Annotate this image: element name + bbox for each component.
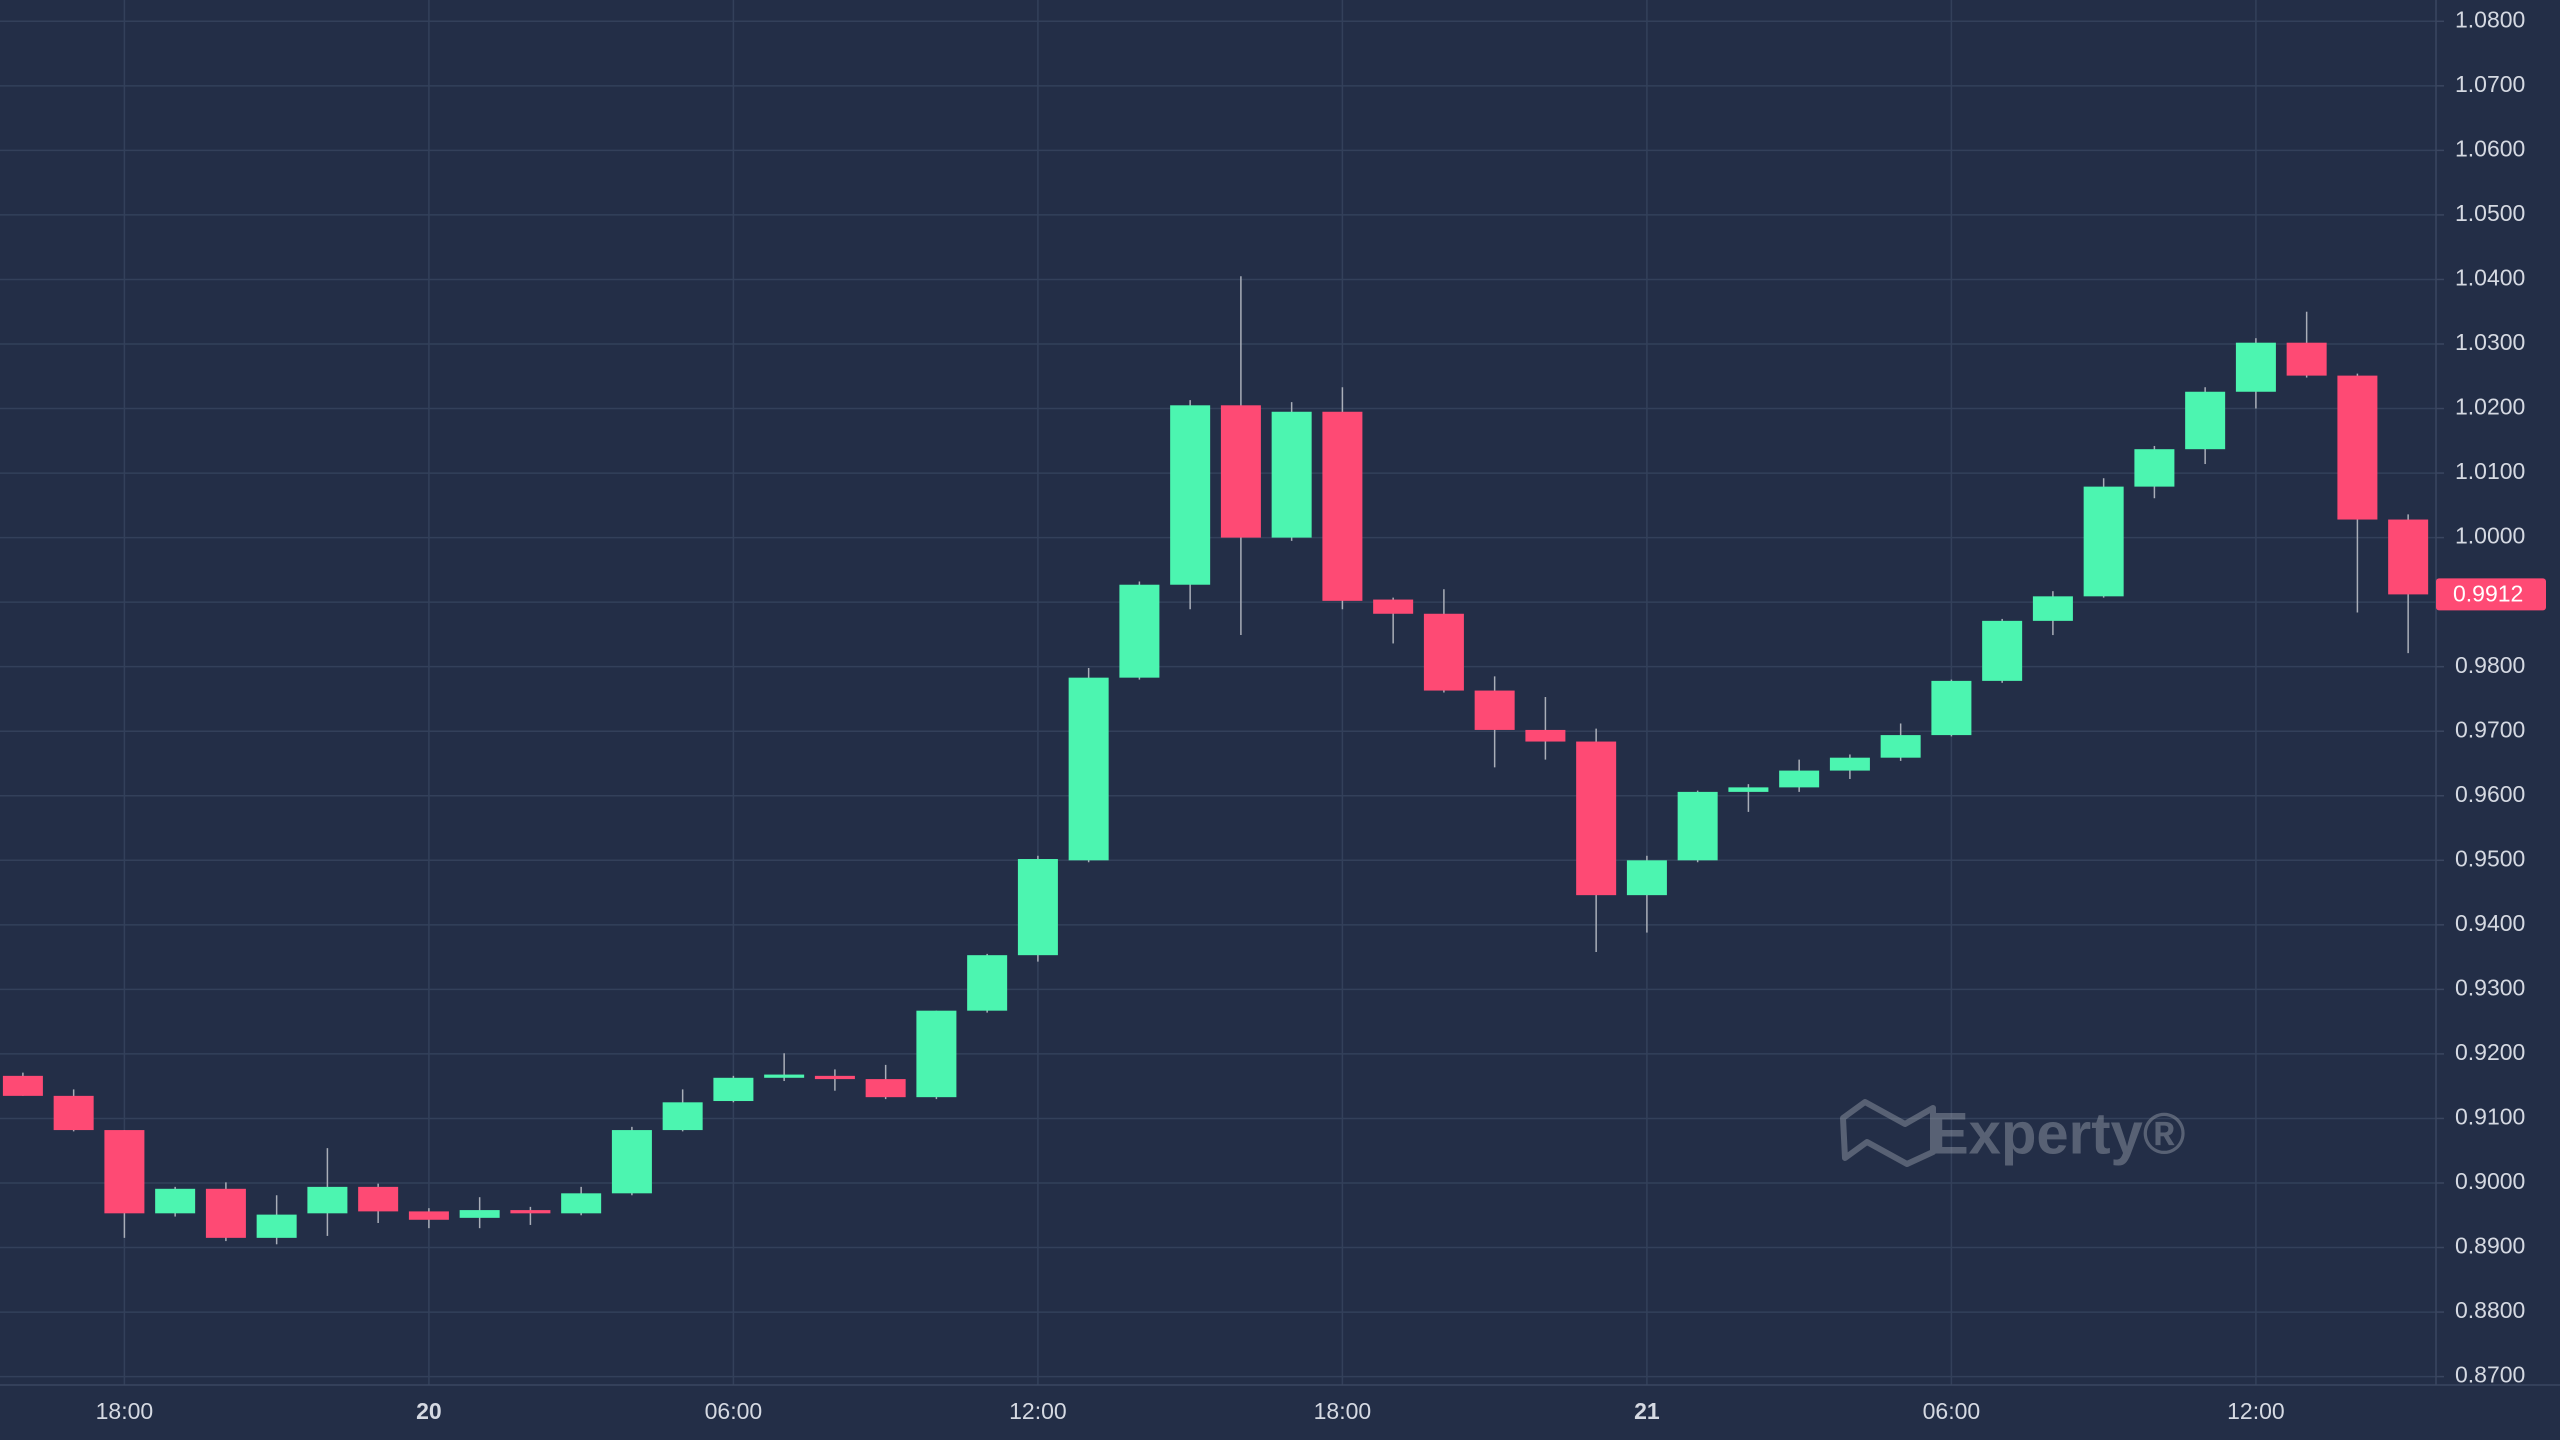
y-tick-label: 0.8900 xyxy=(2455,1233,2525,1259)
candle-body xyxy=(1220,405,1261,538)
candle-body xyxy=(1423,613,1464,691)
candle-body xyxy=(408,1211,449,1220)
candle-body xyxy=(2,1075,43,1096)
y-tick-label: 0.9600 xyxy=(2455,781,2525,807)
watermark-text: Experty® xyxy=(1930,1101,2186,1166)
y-tick-label: 0.9200 xyxy=(2455,1039,2525,1065)
candle-body xyxy=(2185,391,2226,450)
candle-body xyxy=(1626,860,1667,896)
axes: 0.8700 0.8800 0.8900 0.9000 0.9100 0.9200 0.93… xyxy=(96,6,2546,1424)
y-tick-label: 0.9300 xyxy=(2455,974,2525,1000)
candle-body xyxy=(764,1074,805,1078)
candle-body xyxy=(1068,677,1109,861)
candle-body xyxy=(713,1077,754,1102)
x-tick-label: 12:00 xyxy=(2227,1398,2285,1424)
y-tick-label: 1.0100 xyxy=(2455,458,2525,484)
candle-body xyxy=(2235,342,2276,392)
price-tag-label: 0.9912 xyxy=(2453,580,2523,606)
candle-body xyxy=(459,1210,500,1218)
y-tick-label: 1.0300 xyxy=(2455,329,2525,355)
x-tick-label: 21 xyxy=(1634,1398,1660,1424)
y-tick-label: 0.8700 xyxy=(2455,1362,2525,1388)
candle-body xyxy=(104,1130,145,1214)
candle-body xyxy=(1779,770,1820,788)
candle-body xyxy=(155,1188,196,1214)
candle-body xyxy=(1525,729,1566,742)
candle-body xyxy=(256,1214,297,1238)
candle-body xyxy=(1931,680,1972,736)
candle-body xyxy=(1474,690,1515,730)
y-tick-label: 0.9800 xyxy=(2455,652,2525,678)
candle-body xyxy=(1677,791,1718,861)
x-tick-label: 18:00 xyxy=(1314,1398,1372,1424)
candle-body xyxy=(307,1186,348,1214)
y-tick-label: 1.0200 xyxy=(2455,394,2525,420)
x-tick-label: 06:00 xyxy=(1923,1398,1981,1424)
candle-body xyxy=(2083,486,2124,597)
candle-body xyxy=(865,1079,906,1098)
candle-body xyxy=(2388,519,2429,595)
watermark: Experty® xyxy=(1840,1099,2186,1167)
candle-body xyxy=(561,1193,602,1214)
candles xyxy=(2,276,2429,1245)
candle-body xyxy=(2337,375,2378,520)
y-tick-label: 0.9000 xyxy=(2455,1168,2525,1194)
candle-body xyxy=(2032,596,2073,621)
candle-body xyxy=(611,1130,652,1194)
price-tag xyxy=(2436,578,2546,611)
candle-body xyxy=(1017,859,1058,956)
y-tick-label: 0.8800 xyxy=(2455,1297,2525,1323)
candle-body xyxy=(916,1010,957,1098)
candle-body xyxy=(1880,735,1921,758)
x-tick-label: 06:00 xyxy=(705,1398,763,1424)
y-tick-label: 0.9100 xyxy=(2455,1104,2525,1130)
y-tick-label: 1.0400 xyxy=(2455,265,2525,291)
candle-body xyxy=(53,1095,94,1131)
candle-body xyxy=(1829,757,1870,771)
y-tick-label: 0.9700 xyxy=(2455,716,2525,742)
y-tick-label: 1.0500 xyxy=(2455,200,2525,226)
candle-body xyxy=(205,1188,246,1238)
y-tick-label: 1.0700 xyxy=(2455,71,2525,97)
candle-body xyxy=(510,1210,551,1214)
candle-body xyxy=(662,1102,703,1131)
x-tick-label: 20 xyxy=(416,1398,442,1424)
candle-body xyxy=(1271,411,1312,538)
candle-body xyxy=(1119,584,1160,678)
candle-body xyxy=(1322,411,1363,601)
candle-body xyxy=(1170,405,1211,585)
candle-body xyxy=(814,1075,855,1080)
candle-body xyxy=(1728,787,1769,792)
y-tick-label: 1.0600 xyxy=(2455,135,2525,161)
y-tick-label: 0.9500 xyxy=(2455,845,2525,871)
candle-body xyxy=(1373,599,1414,614)
y-tick-label: 1.0000 xyxy=(2455,523,2525,549)
x-tick-label: 12:00 xyxy=(1009,1398,1067,1424)
watermark-logo xyxy=(1840,1099,1936,1167)
candle-body xyxy=(2286,342,2327,376)
candle-body xyxy=(1576,741,1617,896)
y-tick-label: 0.9400 xyxy=(2455,910,2525,936)
candle-body xyxy=(1982,620,2023,681)
x-tick-label: 18:00 xyxy=(96,1398,154,1424)
y-tick-label: 1.0800 xyxy=(2455,6,2525,32)
candle-body xyxy=(2134,449,2175,487)
candle-body xyxy=(358,1186,399,1212)
candle-body xyxy=(967,955,1008,1011)
